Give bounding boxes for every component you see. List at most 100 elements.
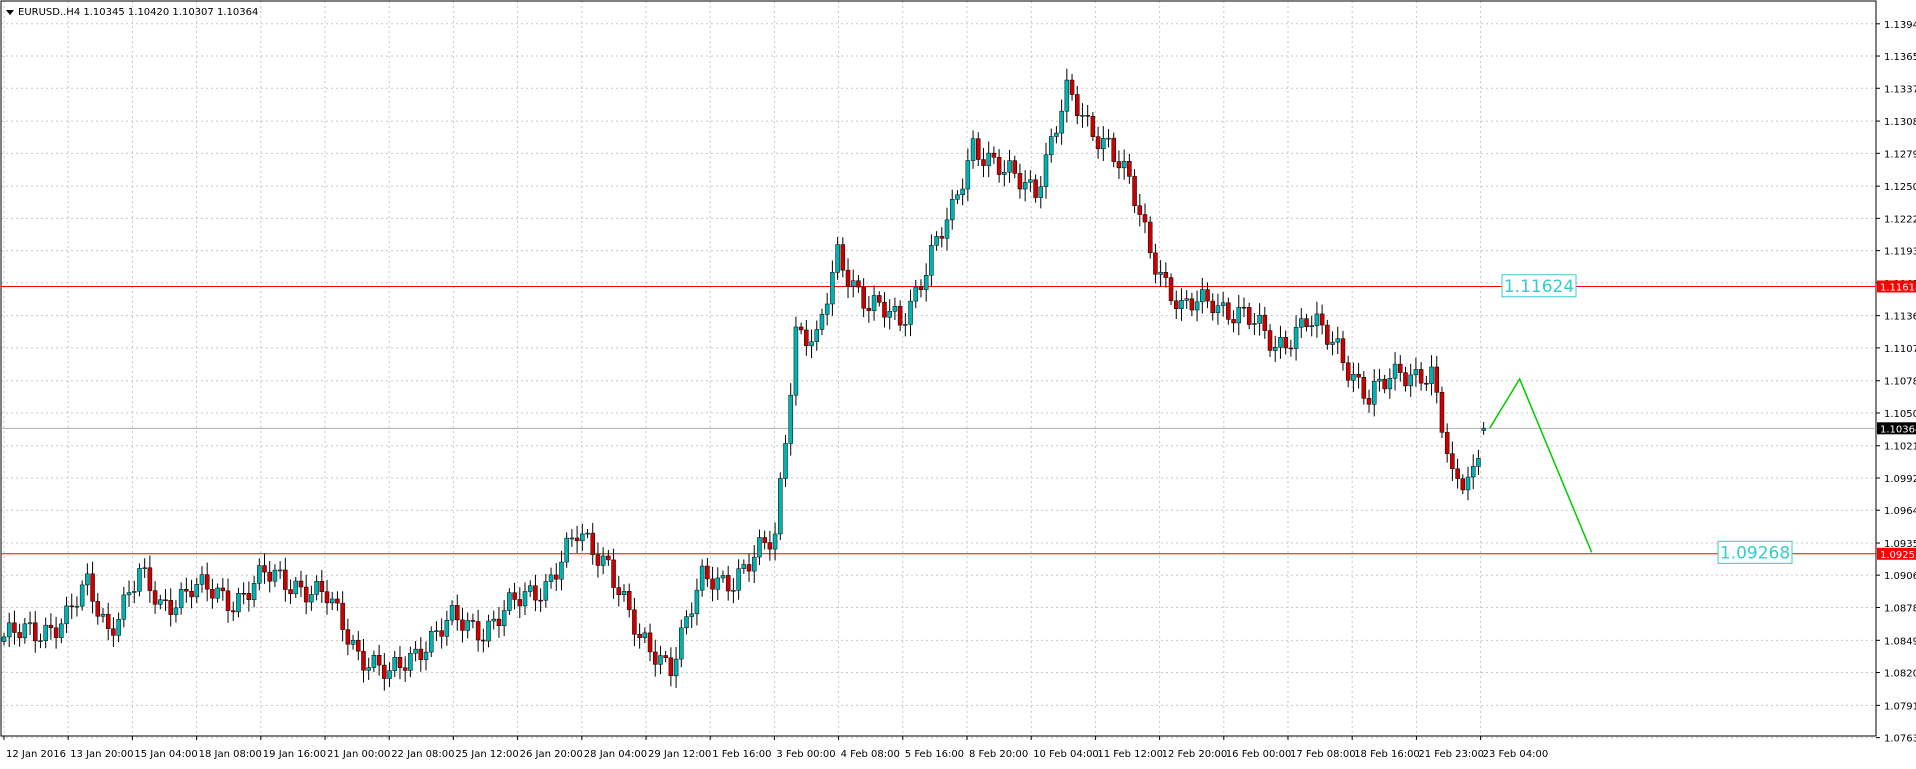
candle: [350, 639, 356, 645]
candle: [1059, 110, 1064, 134]
time-axis-label: 26 Jan 20:00: [520, 749, 583, 760]
candle: [1335, 338, 1341, 343]
chevron-down-icon[interactable]: [6, 10, 14, 15]
candle: [397, 657, 403, 669]
time-axis-label: 21 Feb 23:00: [1418, 749, 1484, 760]
candle: [991, 152, 997, 158]
candle: [74, 605, 80, 608]
candle: [486, 620, 491, 642]
candle: [236, 592, 241, 613]
candle: [585, 532, 590, 535]
candle: [1127, 161, 1132, 177]
candle: [527, 585, 533, 592]
candle: [762, 537, 767, 543]
candle: [1319, 313, 1325, 326]
candle: [1220, 302, 1226, 306]
candle: [1121, 161, 1127, 169]
candle: [725, 575, 731, 592]
candle: [1434, 366, 1439, 393]
price-axis-label: 1.09925: [1884, 474, 1916, 485]
candles: [1, 68, 1486, 691]
candle: [361, 650, 366, 671]
candle: [257, 565, 262, 584]
candle: [944, 219, 950, 239]
candle: [778, 478, 783, 535]
time-axis-label: 11 Feb 12:00: [1097, 749, 1163, 760]
candle: [199, 574, 205, 585]
candle: [866, 308, 872, 311]
candle: [1048, 136, 1054, 156]
price-axis-label: 1.13370: [1884, 84, 1916, 95]
price-axis-label: 1.09350: [1884, 539, 1916, 550]
candle: [1330, 341, 1335, 345]
candle: [17, 632, 22, 639]
candle: [757, 537, 762, 558]
candle: [736, 568, 741, 591]
candle: [43, 624, 48, 641]
candle: [309, 594, 314, 603]
price-axis-label: 1.09066: [1884, 571, 1916, 582]
current-price-tag-label: 1.10364: [1880, 424, 1916, 435]
candle: [1095, 136, 1101, 150]
price-annotation-box[interactable]: [1501, 274, 1577, 298]
time-axis-label: 12 Jan 2016: [6, 749, 66, 760]
price-axis-label: 1.13655: [1884, 52, 1916, 63]
candle: [668, 657, 674, 677]
candle: [1465, 476, 1471, 491]
candle: [1418, 369, 1424, 384]
candle: [298, 580, 304, 588]
candle: [804, 329, 809, 347]
candle: [1382, 378, 1387, 390]
candle: [877, 295, 882, 303]
projection-line[interactable]: [1488, 377, 1593, 553]
candle: [621, 590, 627, 596]
candle: [1236, 306, 1242, 324]
candle: [1137, 205, 1143, 215]
candle: [1022, 182, 1028, 190]
candle: [1351, 373, 1356, 381]
chart-header: EURUSD..H4 1.10345 1.10420 1.10307 1.103…: [6, 7, 258, 18]
candle: [543, 581, 549, 601]
candle: [1293, 327, 1299, 349]
candle: [12, 622, 17, 633]
candle: [1403, 372, 1408, 387]
time-axis-label: 10 Feb 04:00: [1033, 749, 1099, 760]
candle: [1028, 179, 1033, 183]
candle: [1392, 363, 1398, 379]
candle: [293, 580, 299, 595]
candle: [845, 269, 851, 287]
candle: [1371, 380, 1377, 405]
candle: [611, 559, 616, 588]
time-axis-label: 21 Jan 00:00: [327, 749, 390, 760]
candle: [1361, 376, 1367, 399]
candle: [126, 592, 132, 596]
candle: [1257, 314, 1262, 324]
candle: [616, 587, 622, 596]
candle: [1278, 337, 1283, 348]
time-axis-label: 18 Feb 16:00: [1354, 749, 1420, 760]
candle: [1444, 432, 1450, 454]
time-axis-label: 28 Jan 04:00: [584, 749, 647, 760]
candle: [1252, 323, 1257, 325]
candle: [356, 639, 361, 652]
candle: [559, 561, 564, 580]
candle: [507, 592, 512, 611]
candle: [1325, 324, 1330, 345]
candle: [960, 188, 965, 196]
candle: [1356, 373, 1361, 378]
price-annotation-box[interactable]: [1717, 540, 1793, 564]
candle: [741, 564, 747, 569]
candle: [1408, 374, 1413, 387]
candle: [772, 533, 778, 550]
candle: [376, 654, 382, 666]
candle: [1413, 369, 1419, 376]
candle: [798, 326, 804, 331]
candle: [210, 588, 215, 599]
candle: [366, 667, 371, 671]
candle: [533, 585, 538, 601]
candle: [267, 571, 272, 582]
candle: [387, 670, 392, 679]
candle: [194, 584, 200, 598]
